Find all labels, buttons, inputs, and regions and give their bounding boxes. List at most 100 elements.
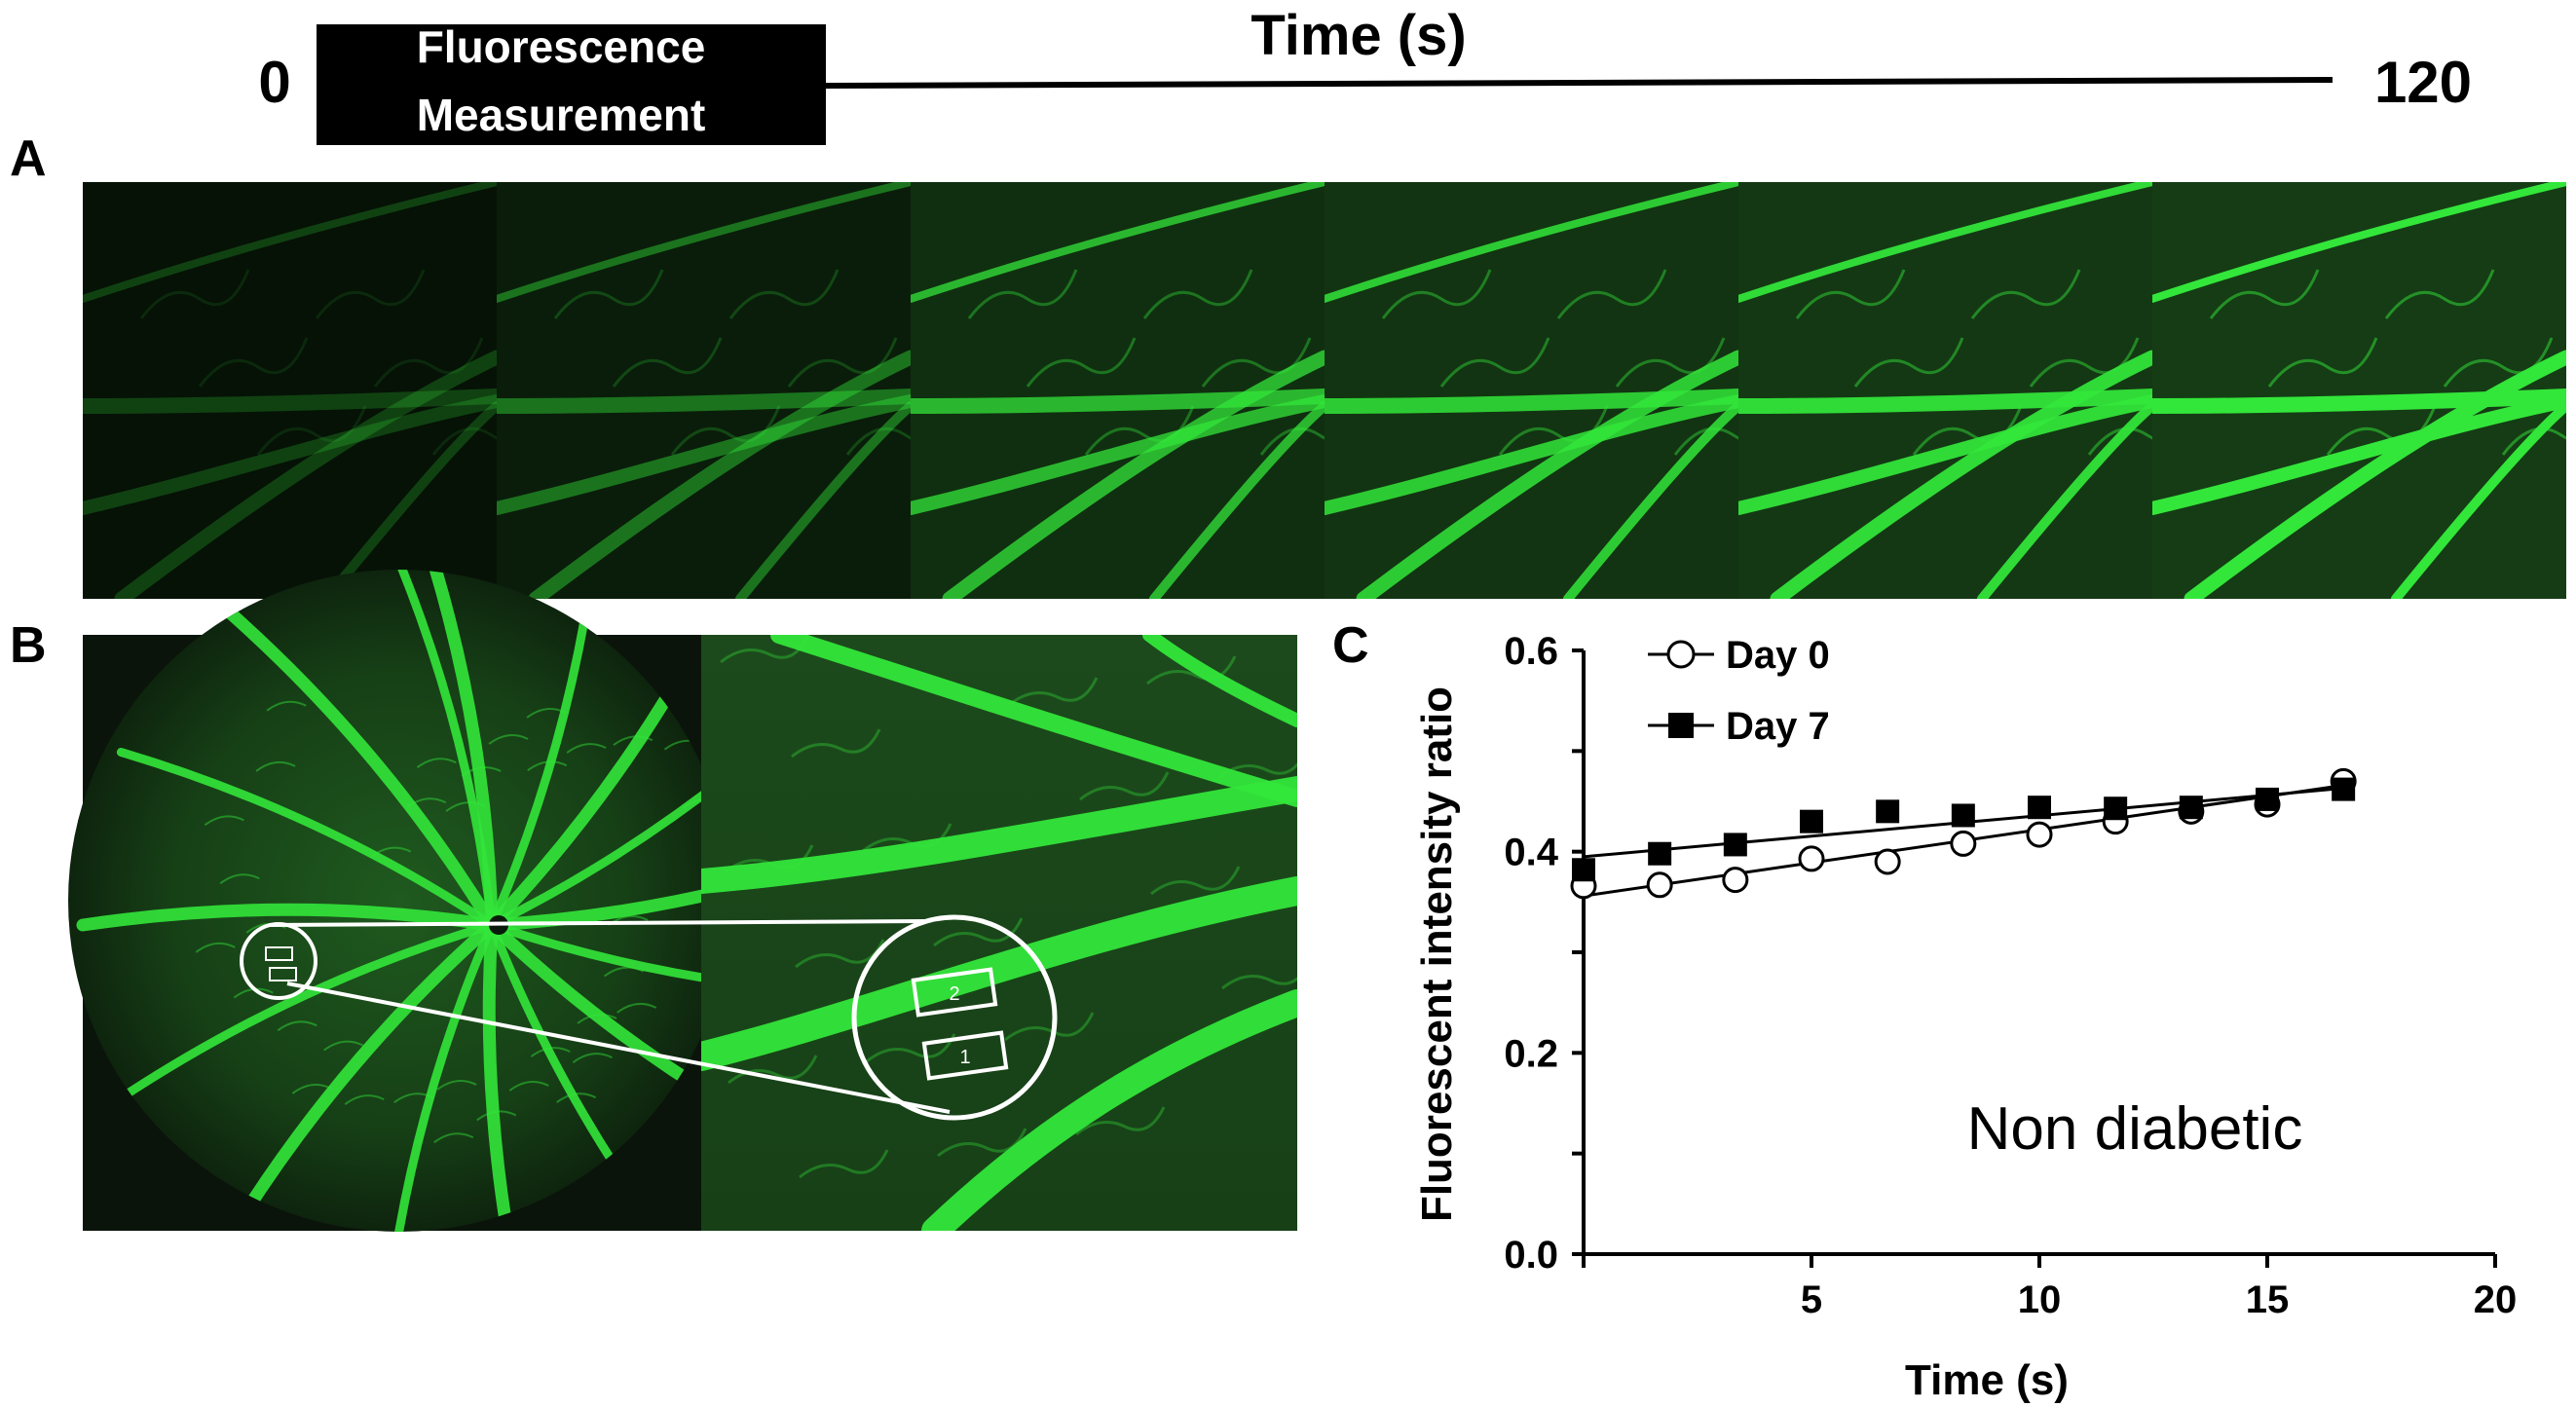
vessel xyxy=(735,401,911,599)
capillary xyxy=(1075,1106,1166,1136)
vessel xyxy=(1770,350,2152,599)
data-markers xyxy=(1570,767,2357,900)
capillary xyxy=(2029,337,2140,388)
roi-small-1 xyxy=(269,967,297,981)
vessel xyxy=(83,182,497,303)
vessel xyxy=(1325,182,1738,303)
vessel xyxy=(911,182,1325,303)
capillary xyxy=(791,728,881,759)
capillary xyxy=(670,405,781,456)
capillary xyxy=(255,760,296,772)
capillary xyxy=(373,337,484,388)
timeline-start-label: 0 xyxy=(258,50,290,115)
fluorescence-measurement-box xyxy=(317,24,826,145)
fundus-vessels xyxy=(76,570,730,1232)
angiogram-sequence xyxy=(83,182,2566,599)
capillary xyxy=(1970,269,2081,319)
capillary xyxy=(572,1053,613,1063)
capillary xyxy=(720,635,810,664)
capillary xyxy=(1853,337,1964,388)
legend-item-day0: Day 0 xyxy=(1648,634,1830,677)
capillary xyxy=(787,337,898,388)
capillary xyxy=(862,823,952,853)
capillary xyxy=(845,426,911,456)
panel-label-b: B xyxy=(10,617,47,674)
panel-label-a: A xyxy=(10,130,47,187)
vessel xyxy=(1738,394,2152,515)
vessel xyxy=(381,920,497,1232)
vessel xyxy=(911,389,1325,414)
capillary xyxy=(937,1128,1027,1158)
data-point-day7 xyxy=(2256,787,2279,811)
capillary xyxy=(612,337,723,388)
vessel xyxy=(414,570,499,932)
vessel xyxy=(487,920,730,1001)
vessel xyxy=(1738,182,2152,303)
capillary xyxy=(476,1110,517,1122)
capillary xyxy=(967,269,1078,319)
data-point-day7 xyxy=(1648,841,1672,866)
data-point-day7 xyxy=(2104,796,2128,821)
vessel xyxy=(701,876,1297,1071)
timeline-end-label: 120 xyxy=(2374,50,2472,115)
angiogram-frame xyxy=(1738,182,2152,599)
capillary xyxy=(1615,337,1726,388)
capillary xyxy=(1026,337,1137,388)
vessel xyxy=(1142,635,1297,727)
vessel xyxy=(1149,401,1325,599)
y-axis-title: Fluorescent intensity ratio xyxy=(1413,686,1461,1222)
vessel xyxy=(1325,394,1738,515)
vessel xyxy=(497,394,911,515)
timeline-title: Time (s) xyxy=(1251,4,1466,67)
data-point-day7 xyxy=(2179,796,2203,820)
capillary xyxy=(526,708,567,719)
box-label-line2: Measurement xyxy=(417,90,706,140)
legend-marker-day0 xyxy=(1666,640,1696,669)
capillary xyxy=(2501,426,2566,456)
capillary xyxy=(2209,269,2320,319)
capillary xyxy=(1381,269,1492,319)
vessel xyxy=(487,920,701,1232)
roi-label-1: 1 xyxy=(959,1047,970,1068)
legend: Day 0 Day 7 xyxy=(1648,634,1830,748)
vessel xyxy=(2184,350,2566,599)
vessel xyxy=(1325,389,1738,414)
capillary xyxy=(1259,426,1325,456)
capillary xyxy=(433,1132,474,1144)
capillary xyxy=(604,966,645,978)
capillary xyxy=(724,844,814,874)
vessel xyxy=(1356,350,1738,599)
legend-label-day7: Day 7 xyxy=(1726,705,1830,748)
vessel xyxy=(222,605,499,932)
data-point-day0 xyxy=(1950,830,1977,857)
capillary xyxy=(1556,269,1667,319)
capillary xyxy=(416,758,457,769)
vessel xyxy=(116,748,497,930)
x-axis-title: Time (s) xyxy=(1905,1356,2069,1404)
roi-small-2 xyxy=(265,946,293,961)
vessel xyxy=(487,685,730,930)
y-ticks: 0.0 0.2 0.4 0.6 xyxy=(1504,630,1584,1277)
capillary xyxy=(577,1014,617,1024)
magnifier-overlay: 2 1 xyxy=(240,914,1058,1121)
vessel xyxy=(76,903,499,932)
capillary xyxy=(566,743,607,754)
intensity-chart: 0.0 0.2 0.4 0.6 5 10 15 20 Fluorescent intensi… xyxy=(1413,630,2517,1404)
capillary xyxy=(266,700,307,712)
vessel xyxy=(770,635,1297,807)
capillary xyxy=(556,1092,597,1103)
chart-annotation: Non diabetic xyxy=(1967,1095,2303,1163)
legend-marker-day7 xyxy=(1668,713,1694,738)
zoom-vessels xyxy=(701,635,1297,1231)
y-tick-label: 0.2 xyxy=(1504,1032,1558,1075)
capillary xyxy=(1221,975,1297,990)
data-point-day7 xyxy=(1951,803,1975,828)
vessel xyxy=(321,401,497,599)
vessel xyxy=(116,920,497,1102)
vessel xyxy=(497,389,911,414)
legend-label-day0: Day 0 xyxy=(1726,634,1830,677)
capillary xyxy=(1498,405,1609,456)
timeline: 0 Fluorescence Measurement Time (s) 120 xyxy=(258,4,2472,145)
capillary xyxy=(1008,677,1099,707)
